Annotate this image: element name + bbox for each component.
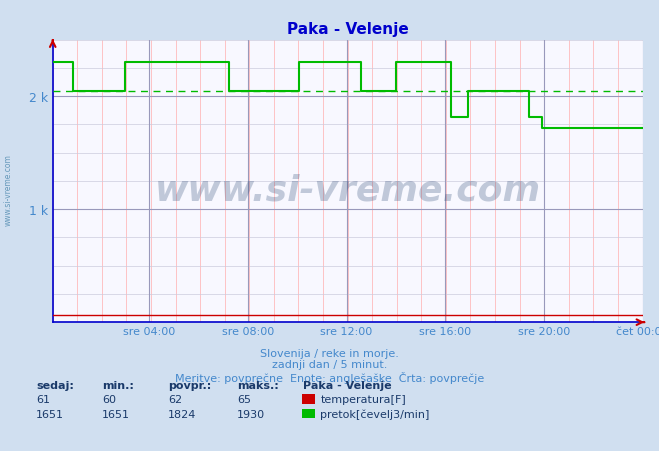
- Text: 65: 65: [237, 394, 251, 404]
- Text: pretok[čevelj3/min]: pretok[čevelj3/min]: [320, 408, 430, 419]
- Text: 62: 62: [168, 394, 182, 404]
- Text: povpr.:: povpr.:: [168, 380, 212, 390]
- Title: Paka - Velenje: Paka - Velenje: [287, 22, 409, 37]
- Text: zadnji dan / 5 minut.: zadnji dan / 5 minut.: [272, 359, 387, 369]
- Text: Slovenija / reke in morje.: Slovenija / reke in morje.: [260, 348, 399, 358]
- Text: 60: 60: [102, 394, 116, 404]
- Text: Meritve: povprečne  Enote: anglešaške  Črta: povprečje: Meritve: povprečne Enote: anglešaške Črt…: [175, 371, 484, 383]
- Text: sedaj:: sedaj:: [36, 380, 74, 390]
- Text: www.si-vreme.com: www.si-vreme.com: [3, 153, 13, 226]
- Text: 1930: 1930: [237, 409, 266, 419]
- Text: 61: 61: [36, 394, 50, 404]
- Text: 1824: 1824: [168, 409, 196, 419]
- Text: maks.:: maks.:: [237, 380, 279, 390]
- Text: 1651: 1651: [102, 409, 130, 419]
- Text: 1651: 1651: [36, 409, 64, 419]
- Text: min.:: min.:: [102, 380, 134, 390]
- Text: www.si-vreme.com: www.si-vreme.com: [155, 173, 540, 207]
- Text: Paka - Velenje: Paka - Velenje: [303, 380, 391, 390]
- Text: temperatura[F]: temperatura[F]: [320, 394, 406, 404]
